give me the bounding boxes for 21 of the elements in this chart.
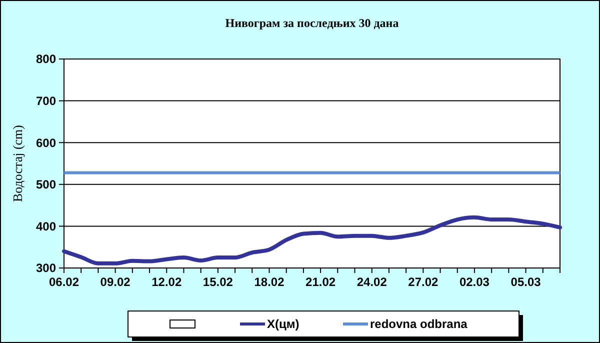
x-tick-label: 02.03 (459, 275, 490, 289)
x-tick-label: 06.02 (48, 275, 80, 289)
x-tick-label: 27.02 (408, 275, 439, 289)
line-series (62, 215, 562, 266)
y-axis-title: Водостај (cm) (10, 124, 25, 202)
legend-label: X(цм) (267, 317, 300, 331)
x-tick-label: 12.02 (152, 275, 182, 289)
x-tick-label: 09.02 (100, 275, 131, 289)
y-tick-label: 400 (36, 219, 56, 234)
y-tick-label: 300 (36, 261, 56, 276)
y-tick-label: 600 (36, 136, 56, 150)
x-tick-label: 15.02 (202, 275, 234, 289)
y-tick-label: 500 (36, 178, 56, 192)
x-tick-label: 18.02 (254, 275, 285, 289)
y-tick-label: 700 (36, 94, 56, 108)
chart-title: Нивограм за последњих 30 дана (225, 16, 399, 30)
legend-label: redovna odbrana (370, 317, 468, 331)
x-tick-label: 05.03 (510, 275, 542, 289)
y-tick-label: 800 (36, 52, 56, 66)
x-tick-label: 24.02 (356, 275, 388, 289)
x-tick-label: 21.02 (306, 275, 336, 289)
